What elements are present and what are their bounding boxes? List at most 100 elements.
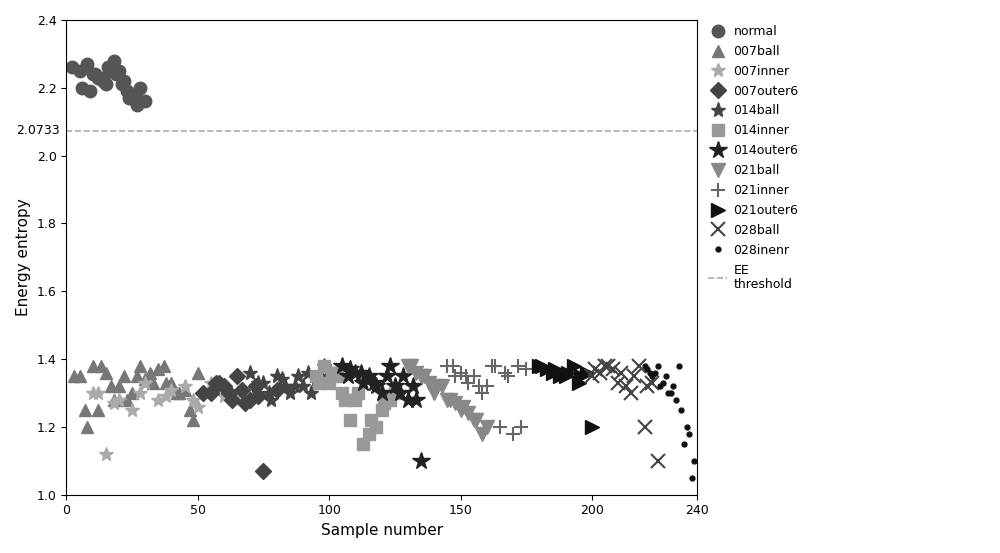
007outer6	[205, 390, 217, 397]
021outer6	[554, 373, 566, 379]
007outer6	[252, 393, 264, 400]
028inenr	[662, 390, 674, 397]
normal	[139, 98, 151, 105]
014inner	[318, 363, 330, 369]
normal	[81, 61, 93, 67]
028inenr	[688, 457, 700, 464]
007ball	[192, 369, 204, 376]
007outer6	[231, 373, 243, 379]
007outer6	[213, 379, 225, 386]
014ball	[284, 390, 296, 397]
028inenr	[667, 383, 679, 389]
007ball	[108, 397, 120, 403]
Line: 028inenr: 028inenr	[640, 361, 699, 483]
014outer6	[394, 390, 406, 397]
014inner	[378, 400, 390, 406]
021ball	[428, 390, 440, 397]
007inner	[205, 379, 217, 386]
028inenr	[678, 441, 690, 447]
007outer6	[210, 379, 222, 386]
007inner	[92, 390, 104, 397]
normal	[97, 78, 109, 85]
028ball	[652, 457, 664, 464]
028ball	[594, 369, 606, 376]
028ball	[646, 379, 658, 386]
021ball	[423, 379, 435, 386]
014outer6	[407, 383, 419, 389]
normal	[121, 88, 133, 95]
021ball	[457, 403, 469, 410]
021outer6	[586, 424, 598, 430]
007ball	[95, 363, 107, 369]
007inner	[165, 387, 178, 393]
021outer6	[575, 373, 587, 379]
normal	[108, 58, 120, 64]
007ball	[179, 387, 191, 393]
normal	[84, 88, 96, 95]
Line: 021inner: 021inner	[441, 359, 533, 441]
014inner	[336, 390, 348, 397]
014ball	[279, 383, 291, 389]
028ball	[628, 373, 640, 379]
007outer6	[236, 387, 248, 393]
007ball	[100, 369, 112, 376]
028ball	[639, 424, 651, 430]
normal	[123, 95, 135, 101]
007outer6	[218, 383, 230, 389]
021inner	[449, 373, 461, 379]
021ball	[481, 424, 493, 430]
021outer6	[547, 369, 559, 376]
028ball	[607, 366, 619, 373]
021ball	[415, 373, 427, 379]
028inenr	[652, 363, 664, 369]
007inner	[108, 400, 120, 406]
014inner	[331, 373, 343, 379]
007ball	[187, 417, 199, 424]
014outer6	[402, 397, 414, 403]
021inner	[460, 373, 472, 379]
014outer6	[363, 373, 375, 379]
014outer6	[368, 379, 380, 386]
021outer6	[573, 379, 585, 386]
021ball	[402, 363, 414, 369]
007inner	[113, 397, 125, 403]
007ball	[134, 363, 146, 369]
028inenr	[686, 474, 698, 481]
007ball	[121, 397, 133, 403]
007ball	[118, 373, 130, 379]
Line: 007ball: 007ball	[68, 359, 204, 433]
normal	[116, 81, 128, 88]
014ball	[305, 390, 317, 397]
007inner	[187, 397, 199, 403]
normal	[95, 74, 107, 81]
021ball	[431, 383, 443, 389]
021ball	[476, 430, 488, 437]
014ball	[244, 369, 256, 376]
021ball	[441, 397, 453, 403]
007outer6	[250, 383, 262, 389]
014outer6	[344, 366, 356, 373]
normal	[129, 91, 141, 98]
028inenr	[675, 406, 687, 413]
normal	[113, 67, 125, 74]
014outer6	[342, 373, 354, 379]
021inner	[476, 390, 488, 397]
normal	[134, 85, 146, 91]
014inner	[326, 369, 338, 376]
007ball	[144, 369, 156, 376]
014ball	[263, 390, 275, 397]
028inenr	[665, 390, 677, 397]
028inenr	[644, 369, 656, 376]
014ball	[289, 383, 301, 389]
021inner	[520, 366, 532, 373]
028inenr	[654, 383, 666, 389]
021ball	[444, 397, 456, 403]
007outer6	[257, 468, 269, 474]
021outer6	[562, 369, 574, 376]
021ball	[418, 373, 430, 379]
Line: 014ball: 014ball	[243, 358, 337, 408]
014inner	[323, 379, 335, 386]
007inner	[192, 403, 204, 410]
021outer6	[533, 363, 545, 369]
021outer6	[560, 373, 572, 379]
